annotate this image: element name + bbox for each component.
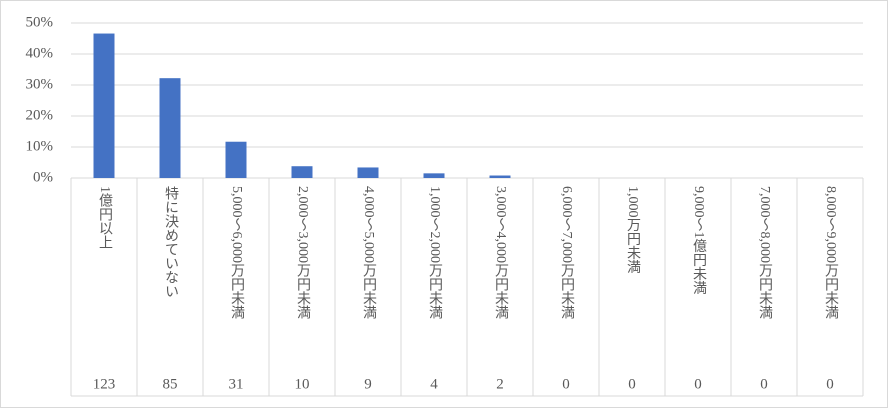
x-tick-label: 1,000～2,000万円未満 xyxy=(427,186,442,319)
table-value: 0 xyxy=(694,376,702,392)
y-tick-label: 40% xyxy=(26,45,54,61)
table-value: 0 xyxy=(826,376,834,392)
x-tick-label: 7,000～8,000万円未満 xyxy=(757,186,772,319)
table-value: 0 xyxy=(562,376,570,392)
bar xyxy=(159,78,181,178)
bar xyxy=(93,33,115,178)
x-tick-label: 6,000～7,000万円未満 xyxy=(559,186,574,319)
y-tick-label: 20% xyxy=(26,107,54,123)
table-value: 0 xyxy=(628,376,636,392)
x-tick-label: 特に決めていない xyxy=(163,186,178,298)
table-value: 0 xyxy=(760,376,768,392)
table-value: 2 xyxy=(496,376,504,392)
x-tick-label: 1,000万円未満 xyxy=(625,186,640,274)
bar xyxy=(423,173,445,178)
y-tick-label: 30% xyxy=(26,76,54,92)
y-tick-label: 0% xyxy=(33,169,53,185)
x-tick-label: 1億円以上 xyxy=(97,186,112,249)
x-tick-label: 9,000～1億円未満 xyxy=(691,186,706,295)
table-value: 31 xyxy=(229,376,244,392)
bar xyxy=(357,167,379,178)
x-tick-label: 5,000～6,000万円未満 xyxy=(229,186,244,319)
x-tick-label: 8,000～9,000万円未満 xyxy=(823,186,838,319)
table-value: 123 xyxy=(93,376,116,392)
bar xyxy=(489,175,511,178)
y-tick-label: 50% xyxy=(26,14,54,30)
bar xyxy=(225,141,247,178)
x-tick-label: 3,000～4,000万円未満 xyxy=(493,186,508,319)
table-value: 9 xyxy=(364,376,372,392)
x-tick-label: 4,000～5,000万円未満 xyxy=(361,186,376,319)
x-tick-label: 2,000～3,000万円未満 xyxy=(295,186,310,319)
y-tick-label: 10% xyxy=(26,138,54,154)
table-value: 10 xyxy=(295,376,310,392)
table-value: 85 xyxy=(163,376,178,392)
bar xyxy=(291,166,313,178)
table-value: 4 xyxy=(430,376,438,392)
